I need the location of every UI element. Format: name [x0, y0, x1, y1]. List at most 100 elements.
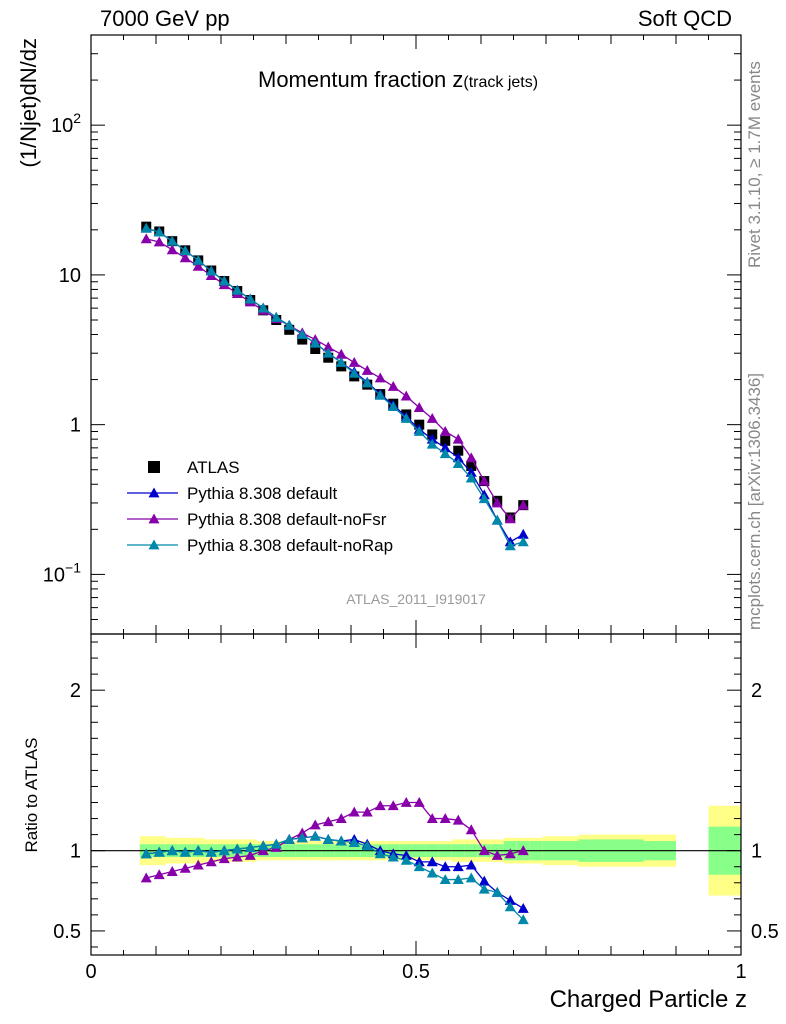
- legend-marker: [148, 539, 160, 550]
- x-tick-label: 1: [735, 961, 746, 983]
- series-marker-3: [153, 226, 165, 237]
- ratio-marker-1: [309, 819, 321, 830]
- ratio-marker-1: [153, 869, 165, 880]
- ratio-marker-1: [361, 806, 373, 817]
- ratio-marker-2: [257, 840, 269, 851]
- series-marker-2: [335, 348, 347, 359]
- ratio-marker-2: [296, 832, 308, 843]
- legend-label: Pythia 8.308 default-noRap: [187, 536, 393, 555]
- ratio-y-tick-label-right: 1: [751, 841, 762, 863]
- series-marker-3: [179, 245, 191, 256]
- ratio-y-tick-label-left: 0.5: [53, 921, 81, 943]
- series-marker-3: [413, 426, 425, 436]
- legend-marker-atlas: [148, 461, 160, 473]
- data-marker-atlas: [323, 352, 334, 363]
- ratio-y-tick-label-left: 1: [70, 841, 81, 863]
- main-title: Momentum fraction z(track jets): [258, 67, 538, 92]
- series-marker-3: [270, 311, 282, 322]
- ratio-ylabel: Ratio to ATLAS: [22, 738, 41, 853]
- rivet-version-text: Rivet 3.1.10, ≥ 1.7M events: [745, 61, 764, 268]
- ratio-marker-1: [322, 816, 334, 827]
- ratio-marker-1: [140, 872, 152, 883]
- x-axis-label: Charged Particle z: [550, 986, 747, 1013]
- ratio-marker-2: [166, 845, 178, 856]
- ratio-y-tick-label-right: 0.5: [751, 921, 779, 943]
- series-marker-3: [452, 458, 464, 468]
- ratio-marker-2: [439, 874, 451, 884]
- ratio-plot: 0.5 0.51 12 20 0.5 1: [53, 633, 779, 983]
- title-main: Momentum fraction z: [258, 67, 463, 92]
- ratio-marker-2: [491, 886, 503, 897]
- y-tick-base: 10: [43, 564, 65, 586]
- series-marker-3: [140, 222, 152, 233]
- ratio-marker-1: [517, 845, 529, 856]
- series-marker-2: [361, 364, 373, 375]
- series-marker-2: [322, 341, 334, 352]
- ratio-marker-2: [205, 846, 217, 857]
- ratio-marker-2: [335, 835, 347, 846]
- series-marker-3: [218, 275, 230, 286]
- ratio-marker-2: [270, 838, 282, 849]
- series-marker-3: [504, 540, 516, 551]
- ratio-marker-2: [348, 837, 360, 848]
- series-marker-3: [348, 367, 360, 378]
- ratio-marker-1: [231, 851, 243, 862]
- series-marker-3: [335, 357, 347, 367]
- ratio-marker-2: [218, 845, 230, 856]
- ratio-marker-2: [426, 867, 438, 878]
- ratio-marker-1: [205, 856, 217, 867]
- series-marker-3: [478, 493, 490, 504]
- legend-label: ATLAS: [187, 458, 240, 477]
- series-marker-2: [439, 426, 451, 436]
- ratio-marker-2: [504, 901, 516, 912]
- legend-marker: [148, 513, 160, 524]
- series-marker-2: [491, 497, 503, 508]
- series-marker-2: [348, 357, 360, 367]
- series-marker-2: [387, 380, 399, 391]
- series-marker-2: [192, 260, 204, 271]
- ratio-marker-0: [439, 861, 451, 872]
- series-marker-3: [231, 284, 243, 295]
- ratio-marker-2: [465, 872, 477, 883]
- series-marker-3: [361, 377, 373, 388]
- ratio-marker-1: [426, 813, 438, 823]
- ratio-marker-2: [413, 861, 425, 872]
- data-marker-atlas: [310, 344, 321, 355]
- ratio-marker-0: [504, 894, 516, 905]
- series-marker-3: [517, 536, 529, 547]
- ratio-marker-2: [387, 851, 399, 862]
- ratio-marker-2: [231, 843, 243, 854]
- series-marker-2: [374, 372, 386, 383]
- series-marker-3: [387, 401, 399, 412]
- ratio-marker-2: [309, 830, 321, 841]
- series-marker-3: [244, 293, 256, 304]
- ratio-frame: [90, 633, 742, 956]
- ratio-marker-1: [465, 824, 477, 835]
- ratio-marker-1: [452, 814, 464, 825]
- labels: Momentum fraction z(track jets) ATLAS_20…: [16, 38, 747, 1013]
- data-marker-atlas: [453, 445, 464, 456]
- header-right: Soft QCD: [637, 6, 732, 31]
- ratio-y-tick-label-right: 2: [751, 680, 762, 702]
- x-tick-label: 0.5: [402, 961, 430, 983]
- series-marker-1: [439, 442, 451, 453]
- ratio-marker-1: [348, 806, 360, 817]
- ratio-marker-1: [491, 849, 503, 860]
- ratio-marker-1: [387, 800, 399, 811]
- title-sub: (track jets): [463, 74, 538, 91]
- series-marker-3: [257, 302, 269, 313]
- series-marker-1: [452, 452, 464, 463]
- y-tick-label: 10−1: [43, 559, 81, 586]
- ratio-marker-0: [452, 861, 464, 872]
- ratio-marker-0: [426, 856, 438, 867]
- data-marker-atlas: [297, 334, 308, 345]
- ratio-marker-2: [374, 848, 386, 859]
- x-tick-label: 0: [85, 961, 96, 983]
- series-marker-3: [374, 389, 386, 400]
- ratio-marker-1: [439, 813, 451, 823]
- main-ylabel: (1/Njet)dN/dz: [16, 38, 41, 168]
- series-marker-3: [465, 472, 477, 483]
- ratio-marker-0: [465, 859, 477, 870]
- ratio-marker-2: [192, 845, 204, 856]
- series-marker-2: [179, 252, 191, 263]
